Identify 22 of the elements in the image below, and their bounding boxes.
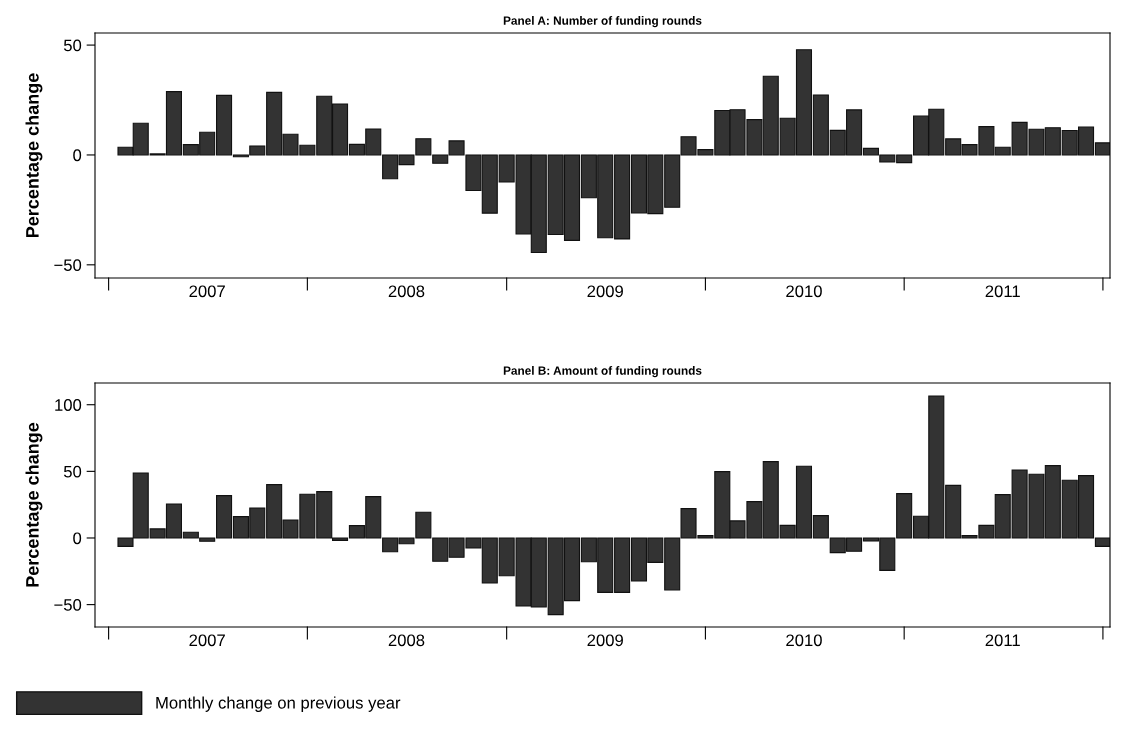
x-tick-label: 2009	[587, 285, 623, 298]
x-tick-label: 2008	[388, 634, 425, 647]
x-tick-label: 2010	[786, 634, 822, 647]
y-tick-label: 100	[55, 399, 82, 411]
y-axis-title: Percentage change	[25, 422, 43, 587]
x-tick-label: 2010	[786, 285, 822, 298]
chart-title: Panel B: Amount of funding rounds	[503, 366, 702, 378]
y-tick-label: 0	[73, 149, 82, 162]
x-tick-label: 2009	[587, 634, 623, 647]
x-tick-label: 2008	[388, 285, 425, 298]
x-tick-label: 2007	[189, 634, 225, 647]
y-tick-label: −50	[54, 259, 82, 272]
y-tick-label: 50	[63, 39, 82, 52]
y-axis-title: Percentage change	[25, 73, 43, 238]
chart-title: Panel A: Number of funding rounds	[503, 16, 702, 28]
y-tick-label: 50	[63, 465, 82, 478]
text: Monthly change on previous year	[156, 696, 401, 712]
x-tick-label: 2007	[189, 285, 225, 298]
x-tick-label: 2011	[985, 634, 1020, 647]
y-tick-label: −50	[54, 599, 82, 611]
y-tick-label: 0	[73, 532, 82, 545]
x-tick-label: 2011	[985, 285, 1020, 298]
